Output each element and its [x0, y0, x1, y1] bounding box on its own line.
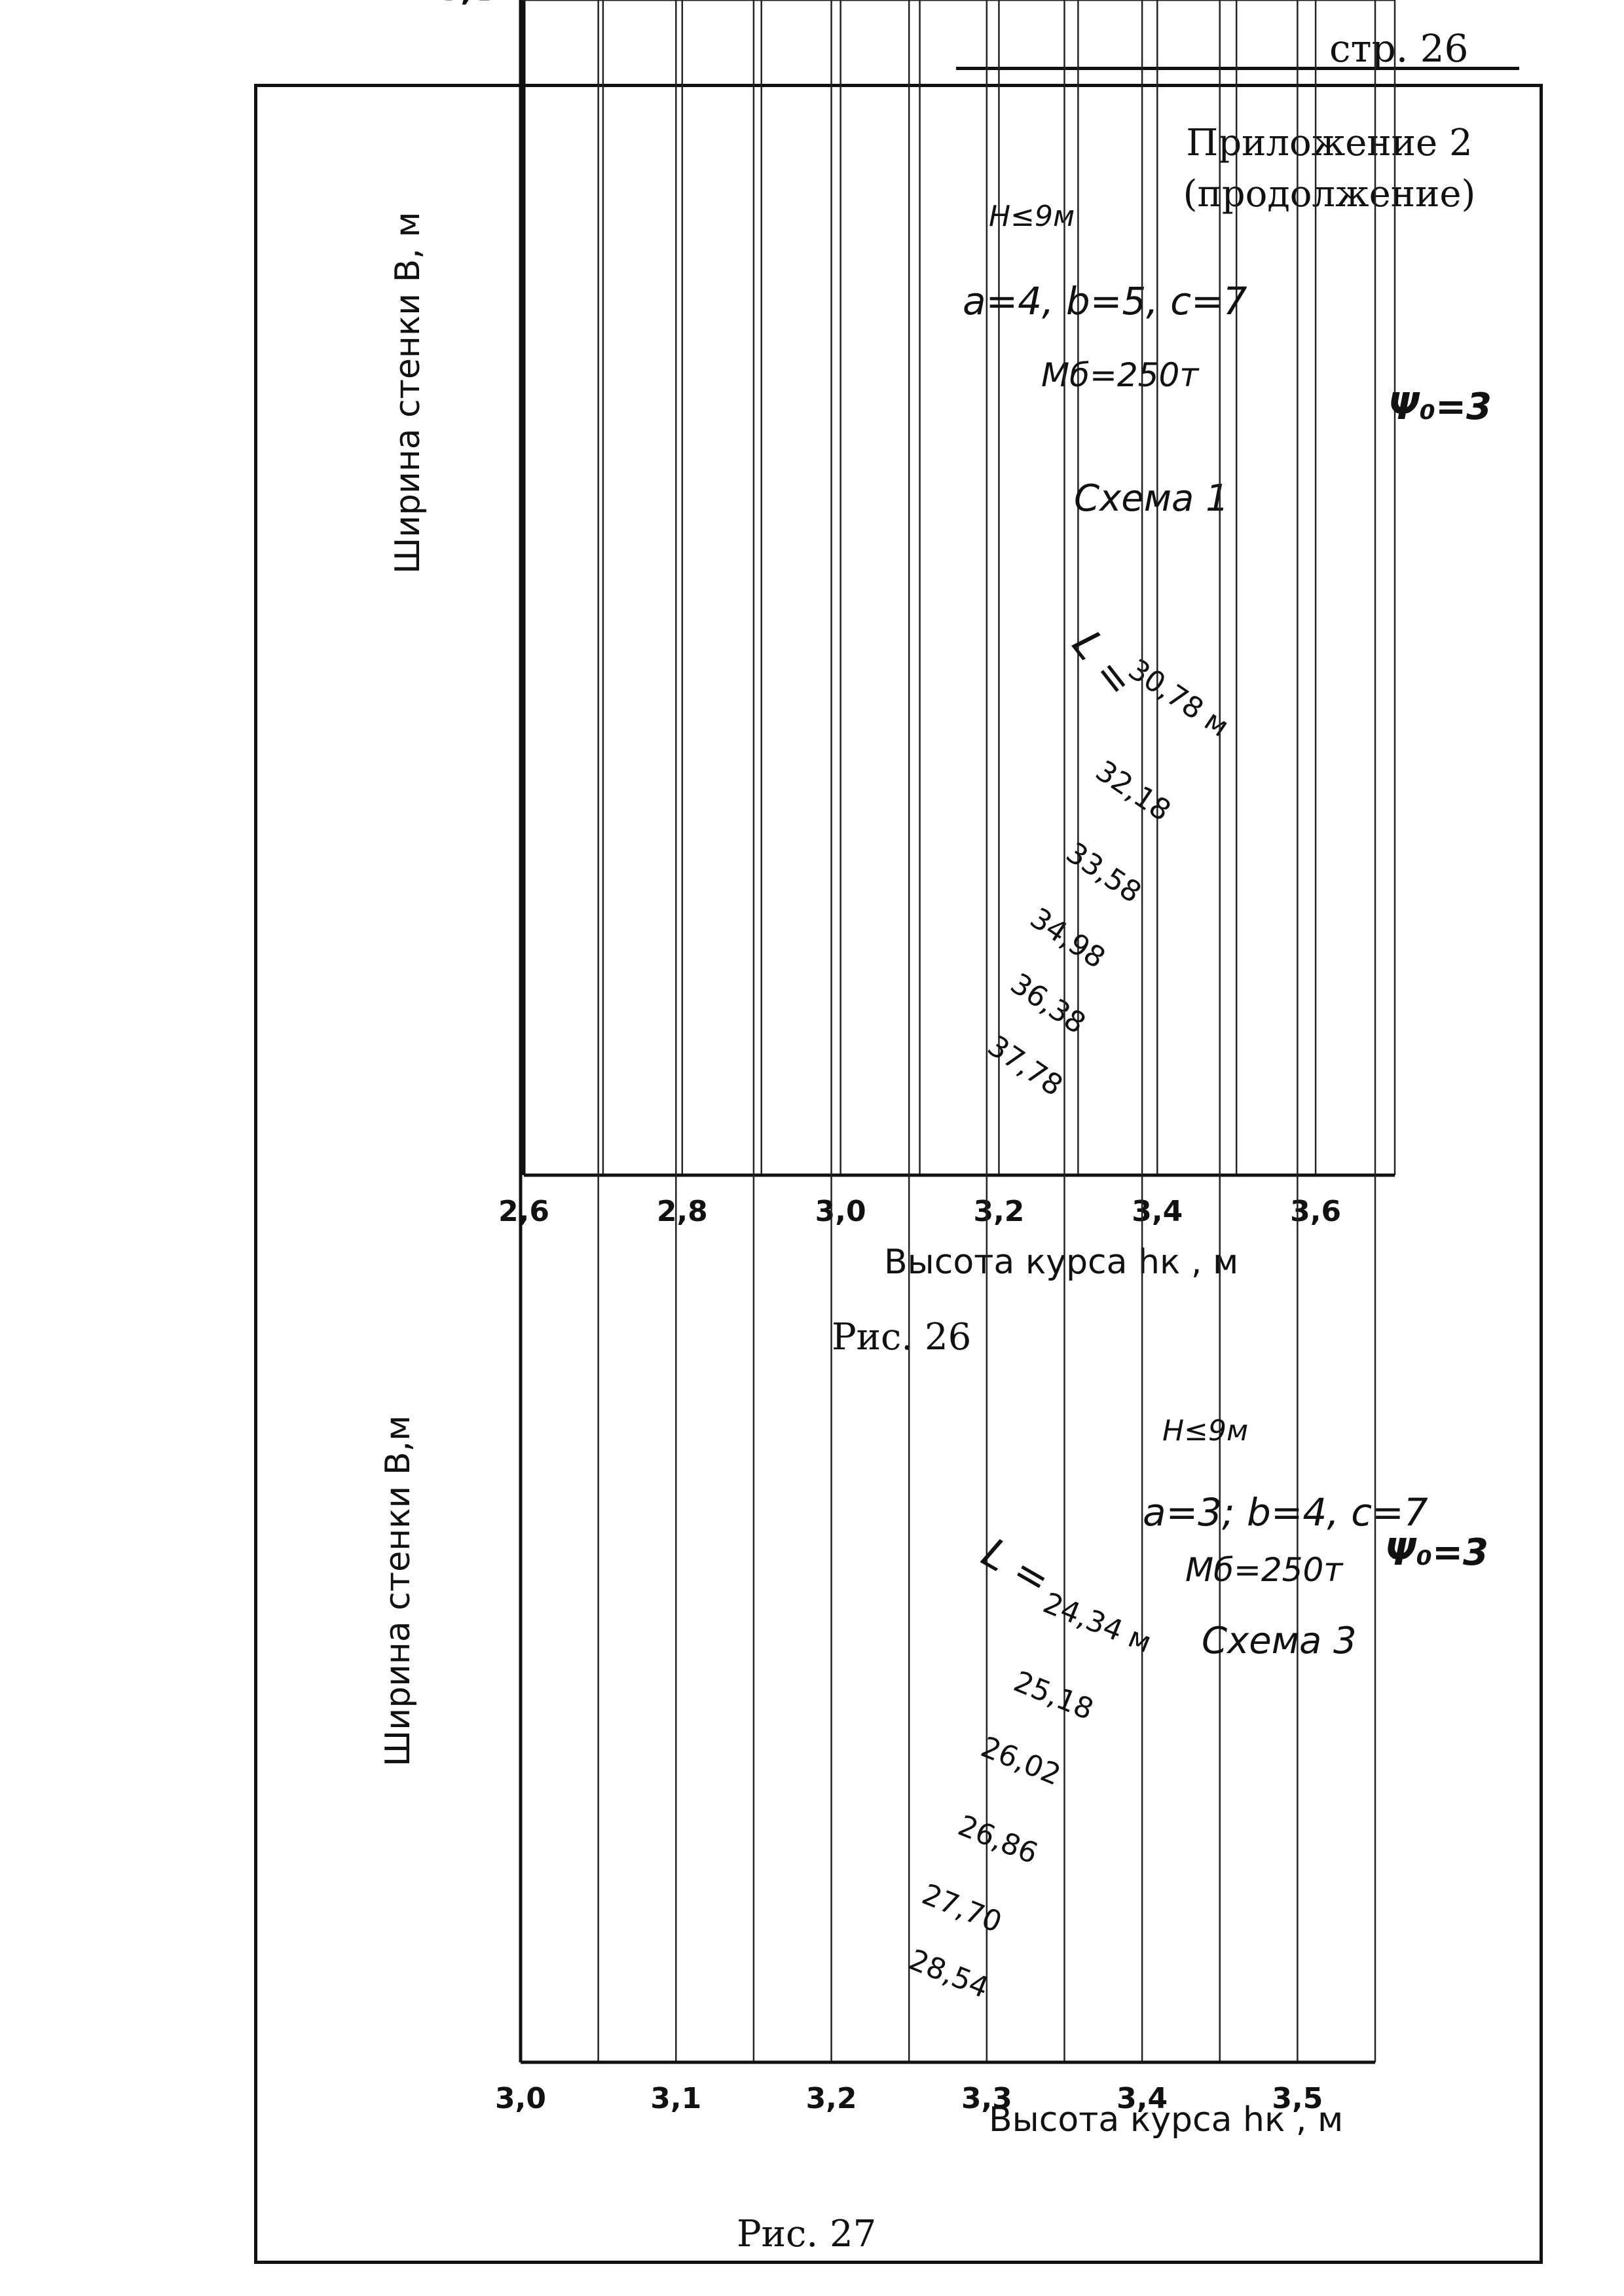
x-tick-label: 2,8: [657, 1195, 708, 1228]
x-tick-label: 3,6: [1290, 1195, 1341, 1228]
scheme-label: Схема 1: [1074, 477, 1229, 520]
appendix-line-1: Приложение 2: [1186, 122, 1473, 164]
x-tick-label: 3,4: [1116, 2082, 1168, 2115]
psi-label: Ψ₀=3: [1388, 386, 1492, 428]
page-frame: [254, 84, 1543, 2264]
series-label: 27,70: [917, 1878, 1006, 1939]
y-tick-label: 7,5: [439, 0, 494, 8]
caption-fig-26: Рис. 26: [832, 1316, 972, 1358]
series-label: 28,54: [904, 1943, 993, 2005]
mass-label: Mб=250т: [1041, 356, 1200, 394]
caption-fig-27: Рис. 27: [737, 2213, 877, 2255]
mass-label: Mб=250т: [1185, 1551, 1344, 1589]
scheme-label: Схема 3: [1202, 1620, 1357, 1662]
y-tick-label: 16: [454, 0, 498, 8]
x-axis-title: Высота курса hк , м: [884, 1243, 1238, 1282]
y-axis-title: Ширина стенки B,м: [378, 1415, 418, 1767]
y-tick-label: 15: [454, 0, 498, 8]
psi-label: Ψ₀=3: [1385, 1531, 1488, 1574]
series-label: 26,02: [976, 1730, 1065, 1792]
y-tick-label: 19: [454, 0, 498, 8]
y-axis-title: Ширина стенки B, м: [388, 211, 428, 574]
x-tick-label: 3,3: [961, 2082, 1012, 2115]
appendix-line-2: (продолжение): [1183, 173, 1476, 215]
x-tick-label: 3,0: [495, 2082, 546, 2115]
page-number-rule: [956, 67, 1519, 70]
params-label: a=3; b=4, c=7: [1143, 1490, 1428, 1535]
y-tick-label: 8: [473, 0, 494, 8]
height-limit-label: H≤9м: [1162, 1414, 1248, 1448]
x-tick-label: 2,6: [498, 1195, 549, 1228]
series-label: 25,18: [1009, 1665, 1098, 1726]
x-tick-label: 3,5: [1272, 2082, 1323, 2115]
y-tick-label: 9: [473, 0, 494, 8]
y-tick-label: 9,5: [439, 0, 494, 8]
height-limit-label: H≤9м: [989, 200, 1075, 233]
page-number: стр. 26: [1329, 26, 1469, 71]
y-tick-label: 13: [454, 0, 498, 8]
appendix-label: Приложение 2 (продолжение): [1159, 118, 1500, 220]
x-axis-title: Высота курса hк , м: [989, 2100, 1343, 2140]
series-label: 24,34 м: [1039, 1586, 1156, 1660]
y-tick-label: 18: [454, 0, 498, 8]
series-label: 26,86: [953, 1809, 1043, 1870]
y-tick-label: 8,5: [439, 0, 494, 8]
x-tick-label: 3,2: [973, 1195, 1024, 1228]
params-label: a=4, b=5, c=7: [963, 279, 1247, 323]
y-tick-label: 17: [454, 0, 498, 8]
x-tick-label: 3,4: [1132, 1195, 1183, 1228]
x-tick-label: 3,2: [806, 2082, 857, 2115]
y-tick-label: 14: [454, 0, 498, 8]
x-tick-label: 3,0: [815, 1195, 866, 1228]
x-tick-label: 3,1: [650, 2082, 701, 2115]
